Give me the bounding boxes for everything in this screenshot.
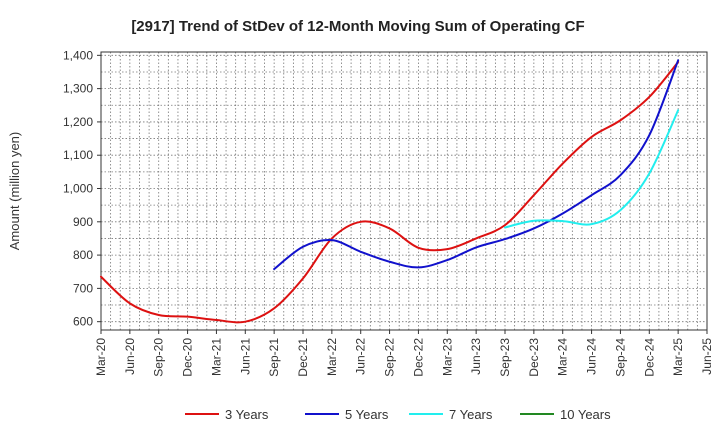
legend-label-7-years: 7 Years [449,407,493,422]
x-tick-label: Mar-24 [556,338,570,376]
x-tick-label: Dec-22 [411,338,425,377]
plot-area [100,51,708,331]
y-axis-label: Amount (million yen) [7,132,22,251]
y-tick-label: 900 [73,215,93,229]
grid [100,52,708,330]
y-axis-ticks: 600 700 800 900 1,000 1,100 1,200 1,300 1,400 [63,48,101,329]
y-tick-label: 1,400 [63,48,93,62]
x-tick-label: Dec-24 [642,338,656,377]
legend: 3 Years 5 Years 7 Years 10 Years [185,407,611,422]
x-tick-label: Sep-23 [498,338,512,377]
x-tick-label: Jun-21 [238,338,252,375]
x-tick-label: Jun-20 [123,338,137,375]
y-tick-label: 1,300 [63,82,93,96]
x-tick-label: Mar-22 [325,338,339,376]
x-tick-label: Jun-23 [469,338,483,375]
x-tick-label: Sep-21 [267,338,281,377]
x-tick-label: Jun-24 [585,338,599,375]
x-tick-label: Jun-22 [354,338,368,375]
y-tick-label: 1,200 [63,115,93,129]
legend-label-5-years: 5 Years [345,407,389,422]
series-line-7-years [504,109,680,229]
x-tick-label: Dec-23 [527,338,541,377]
y-tick-label: 700 [73,281,93,295]
series-line-5-years [273,59,680,271]
x-tick-label: Dec-21 [296,338,310,377]
x-tick-label: Sep-22 [383,338,397,377]
x-tick-label: Dec-20 [181,338,195,377]
y-tick-label: 800 [73,248,93,262]
legend-label-3-years: 3 Years [225,407,269,422]
x-tick-label: Mar-20 [94,338,108,376]
x-tick-label: Mar-23 [440,338,454,376]
x-axis-ticks: Mar-20 Jun-20 Sep-20 Dec-20 Mar-21 Jun-21 Sep-… [94,330,714,377]
y-tick-label: 1,000 [63,182,93,196]
y-tick-label: 600 [73,315,93,329]
x-tick-label: Sep-20 [152,338,166,377]
x-tick-label: Mar-25 [671,338,685,376]
y-tick-label: 1,100 [63,148,93,162]
x-tick-label: Mar-21 [209,338,223,376]
x-tick-label: Sep-24 [613,338,627,377]
x-tick-label: Jun-25 [700,338,714,375]
series-line-3-years [100,60,680,324]
legend-label-10-years: 10 Years [560,407,611,422]
chart-title: [2917] Trend of StDev of 12-Month Moving… [131,18,584,35]
series-lines [100,59,680,324]
